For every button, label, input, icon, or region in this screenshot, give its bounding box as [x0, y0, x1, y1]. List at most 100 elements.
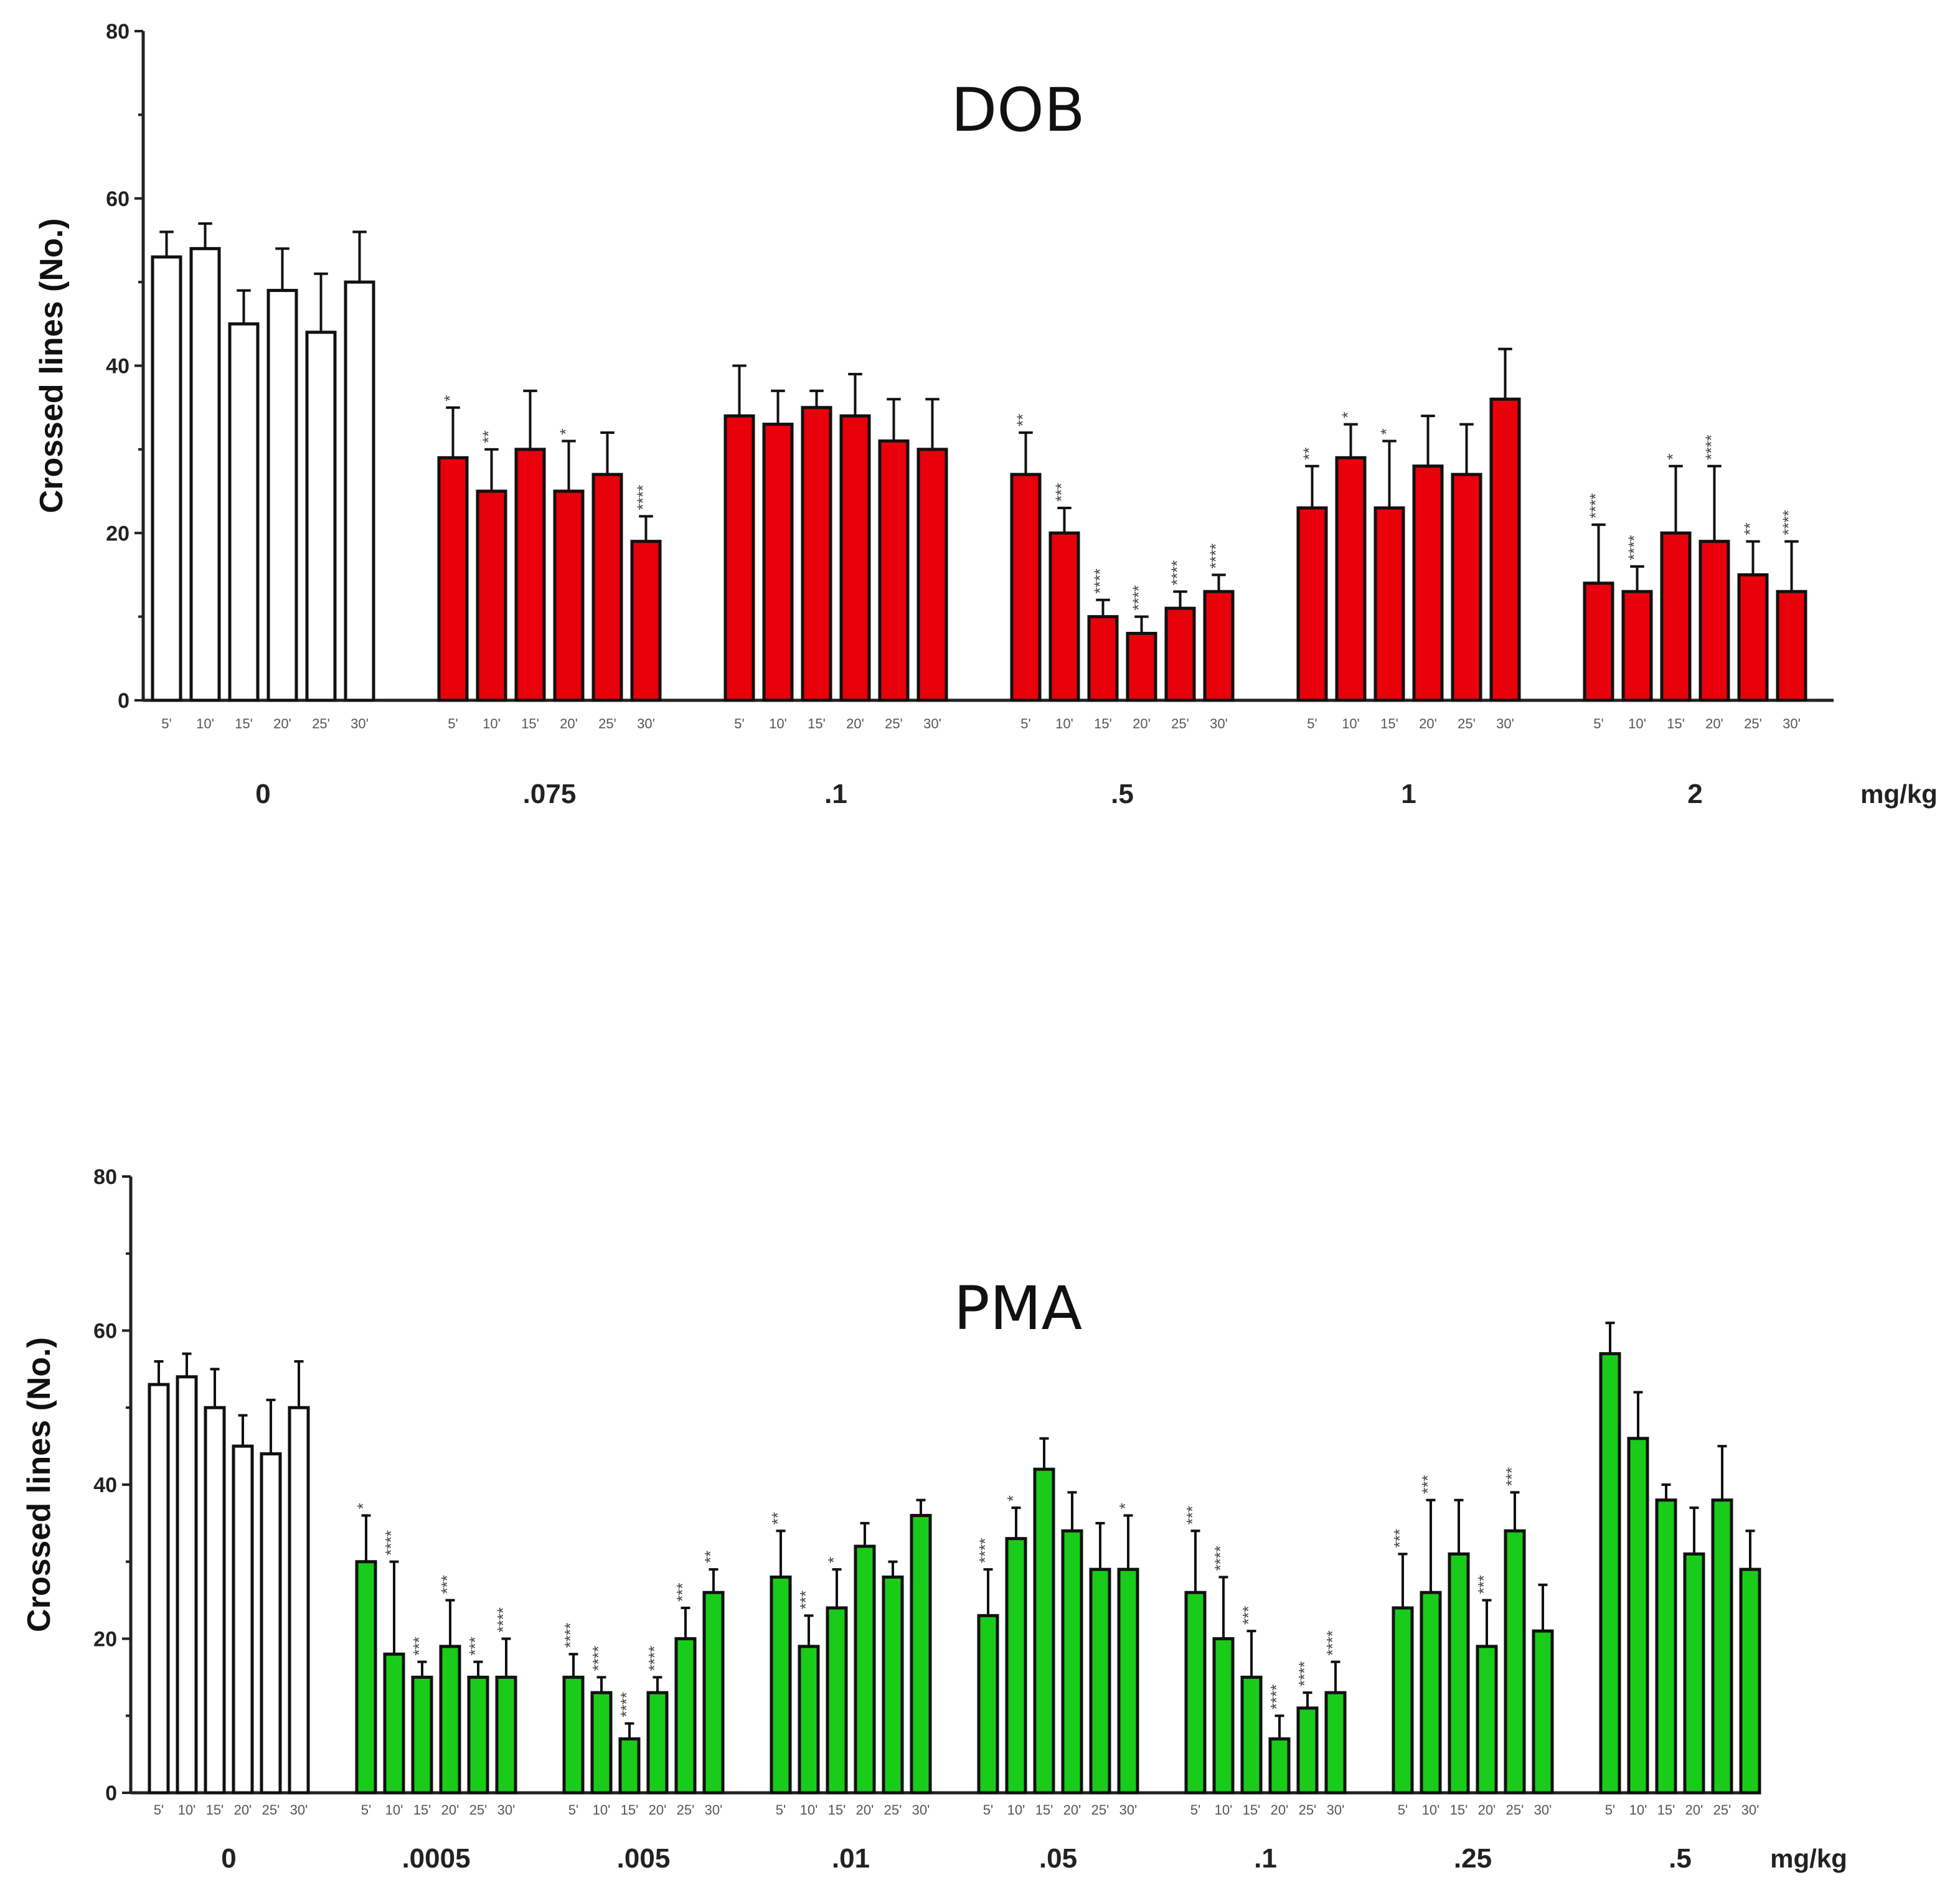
dob-bar — [1335, 456, 1367, 702]
pma-bar — [1448, 1552, 1470, 1795]
dob-y-tick-label: 80 — [106, 20, 130, 44]
dob-bar — [189, 247, 221, 702]
dob-significance-marker: *** — [1052, 483, 1071, 502]
pma-time-label: 25' — [469, 1802, 488, 1818]
dob-bar — [1048, 531, 1080, 702]
pma-dose-label: .01 — [832, 1843, 870, 1874]
pma-bar — [798, 1645, 820, 1795]
pma-y-tick-label: 60 — [93, 1320, 117, 1343]
pma-bar — [702, 1590, 725, 1795]
dob-bar — [1296, 506, 1328, 702]
pma-bar — [910, 1514, 932, 1795]
dob-time-label: 25' — [885, 716, 903, 731]
pma-significance-marker: *** — [1239, 1606, 1258, 1625]
dob-significance-marker: * — [441, 395, 459, 402]
pma-significance-marker: ** — [701, 1551, 720, 1563]
pma-title: PMA — [954, 1274, 1082, 1343]
pma-bar — [495, 1675, 517, 1795]
dob-bar — [266, 289, 298, 702]
dob-significance-marker: * — [1664, 454, 1682, 460]
dob-bar — [1203, 590, 1235, 702]
dob-bar — [916, 448, 948, 702]
pma-significance-marker: **** — [589, 1646, 608, 1671]
pma-time-label: 15' — [828, 1802, 846, 1818]
pma-bar — [467, 1675, 489, 1795]
pma-time-label: 25' — [1299, 1802, 1317, 1818]
pma-time-label: 10' — [1007, 1802, 1025, 1818]
dob-dose-label: .075 — [523, 779, 577, 809]
pma-time-label: 20' — [1271, 1802, 1289, 1818]
dob-y-tick-label: 40 — [106, 355, 130, 378]
dob-time-label: 15' — [235, 716, 253, 731]
dob-significance-marker: ** — [1741, 522, 1760, 535]
dob-bar — [1583, 581, 1614, 702]
pma-time-label: 20' — [1478, 1802, 1496, 1818]
pma-significance-marker: * — [1004, 1495, 1022, 1501]
dob-significance-marker: ** — [1300, 448, 1319, 460]
dob-time-label: 25' — [598, 716, 616, 731]
dob-significance-marker: * — [557, 428, 575, 435]
dob-significance-marker: **** — [1168, 560, 1187, 585]
dob-bar — [1087, 615, 1119, 702]
pma-time-label: 15' — [1243, 1802, 1261, 1818]
dob-significance-marker: ** — [479, 431, 498, 443]
dob-bar — [801, 406, 832, 702]
pma-bar — [674, 1637, 697, 1795]
dob-time-label: 20' — [1133, 716, 1151, 731]
pma-bar — [1212, 1637, 1235, 1795]
pma-y-tick-label: 40 — [93, 1473, 117, 1497]
pma-time-label: 15' — [206, 1802, 224, 1818]
pma-y-tick-label: 20 — [93, 1628, 117, 1651]
pma-bar — [770, 1576, 792, 1795]
pma-significance-marker: **** — [561, 1623, 580, 1648]
dob-time-label: 15' — [1667, 716, 1685, 731]
pma-time-label: 5' — [154, 1802, 164, 1818]
dob-time-label: 5' — [1593, 716, 1603, 731]
pma-bar — [1089, 1567, 1111, 1795]
pma-significance-marker: *** — [466, 1637, 484, 1655]
pma-bar — [439, 1645, 461, 1795]
dob-bar — [228, 322, 260, 702]
dob-dose-label: .1 — [824, 779, 847, 809]
dob-time-label: 25' — [1458, 716, 1476, 731]
dob-dose-label: 1 — [1401, 779, 1416, 809]
pma-bar — [1627, 1437, 1649, 1795]
dob-bar — [344, 280, 375, 702]
pma-bar — [148, 1383, 170, 1795]
pma-time-label: 10' — [178, 1802, 196, 1818]
pma-dose-label: .25 — [1454, 1843, 1492, 1874]
pma-bar — [1711, 1498, 1733, 1795]
dob-time-label: 20' — [846, 716, 864, 731]
pma-bar — [646, 1691, 669, 1795]
dob-bar — [1126, 632, 1157, 702]
pma-time-label: 30' — [1534, 1802, 1552, 1818]
dob-bar — [514, 448, 546, 702]
dob-y-tick-label: 20 — [106, 522, 130, 545]
dob-time-label: 20' — [273, 716, 291, 731]
dob-time-label: 5' — [734, 716, 744, 731]
pma-time-label: 30' — [497, 1802, 516, 1818]
pma-bar — [1739, 1567, 1761, 1795]
dob-bar — [1621, 590, 1653, 702]
pma-time-label: 20' — [649, 1802, 667, 1818]
pma-bar — [288, 1406, 310, 1795]
dob-time-label: 30' — [1210, 716, 1228, 731]
pma-bar — [1296, 1706, 1319, 1795]
dob-time-label: 15' — [1094, 716, 1112, 731]
pma-time-label: 20' — [441, 1802, 459, 1818]
dob-time-label: 10' — [196, 716, 214, 731]
dob-time-label: 15' — [1380, 716, 1398, 731]
pma-bar — [1005, 1537, 1027, 1795]
pma-time-label: 5' — [1398, 1802, 1408, 1818]
pma-time-label: 30' — [290, 1802, 308, 1818]
dob-time-label: 15' — [808, 716, 826, 731]
pma-bar — [1240, 1675, 1263, 1795]
pma-bar — [260, 1452, 282, 1795]
pma-y-tick-label: 80 — [93, 1165, 117, 1189]
dob-time-label: 30' — [1783, 716, 1801, 731]
pma-significance-marker: **** — [1295, 1661, 1314, 1686]
dob-unit-label: mg/kg — [1860, 779, 1938, 809]
dob-significance-marker: **** — [634, 485, 653, 510]
pma-significance-marker: **** — [1267, 1684, 1286, 1709]
